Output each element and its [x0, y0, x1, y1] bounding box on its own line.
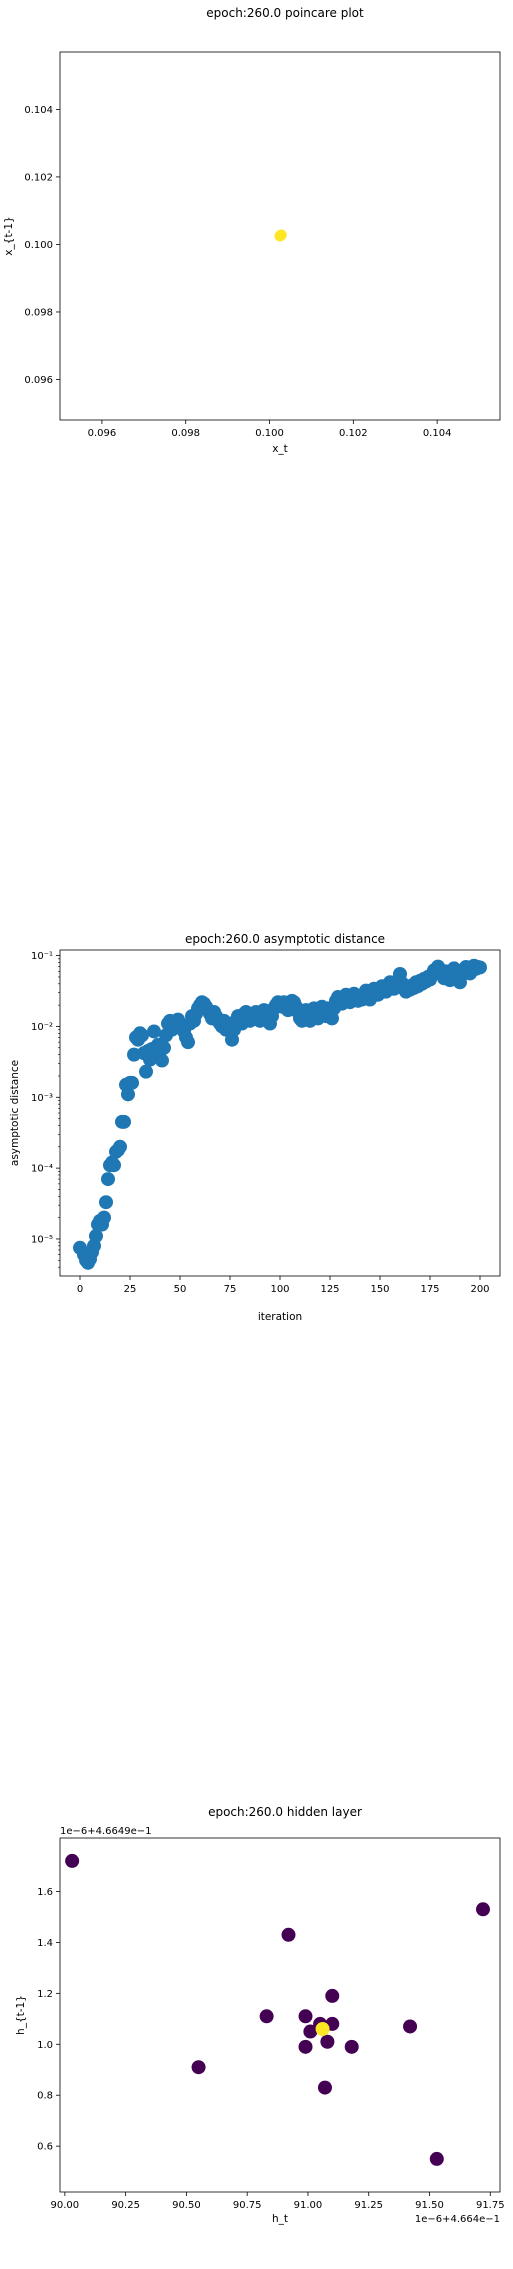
- x-tick-label: 91.00: [294, 2200, 323, 2211]
- poincare-plot: epoch:260.0 poincare plot 0.096 0.098 0.10…: [3, 6, 501, 455]
- y-tick-label: 0.100: [24, 240, 53, 251]
- x-axis-label: x_t: [272, 443, 288, 455]
- data-point: [403, 2019, 418, 2034]
- y-axis-label: asymptotic distance: [9, 1060, 21, 1166]
- x-tick-label: 0.096: [88, 428, 117, 439]
- plot-frame: [59, 1837, 501, 2193]
- y-tick-label: 1.4: [37, 1938, 53, 1949]
- x-tick-label: 200: [470, 1284, 489, 1295]
- chart-title: epoch:260.0 asymptotic distance: [185, 932, 385, 946]
- y-tick-label: 0.104: [24, 105, 53, 116]
- data-point: [315, 2022, 330, 2037]
- data-point: [121, 1087, 135, 1102]
- x-offset-text: 1e−6+4.664e−1: [415, 2214, 500, 2225]
- data-point: [155, 1053, 169, 1068]
- x-tick-label: 125: [320, 1284, 339, 1295]
- x-tick-label: 75: [224, 1284, 237, 1295]
- x-tick-label: 90.75: [233, 2200, 262, 2211]
- y-offset-text: 1e−6+4.6649e−1: [60, 1826, 152, 1837]
- plot-area: 0.096 0.098 0.100 0.102 0.104 0.096 0.098 0.100…: [3, 51, 501, 455]
- x-tick-label: 50: [174, 1284, 187, 1295]
- y-tick-label: 0.8: [37, 2091, 53, 2102]
- data-point: [97, 1210, 111, 1225]
- data-point: [303, 2024, 318, 2039]
- x-tick-label: 175: [420, 1284, 439, 1295]
- x-tick-label: 90.50: [172, 2200, 201, 2211]
- x-tick-label: 100: [270, 1284, 289, 1295]
- data-point: [135, 1028, 149, 1043]
- y-tick-label: 10⁻¹: [31, 951, 53, 962]
- plot-frame: [59, 51, 501, 421]
- data-point: [107, 1158, 121, 1173]
- y-tick-label: 1.6: [37, 1887, 53, 1898]
- x-tick-label: 0.104: [423, 428, 452, 439]
- data-point: [157, 1040, 171, 1055]
- data-point: [429, 2151, 444, 2166]
- y-tick-label: 0.102: [24, 172, 53, 183]
- data-point: [65, 1853, 80, 1868]
- data-point: [147, 1024, 161, 1039]
- chart-title: epoch:260.0 hidden layer: [208, 1805, 362, 1819]
- data-point: [281, 1927, 296, 1942]
- plot-area: 90.00 90.25 90.50 90.75 91.00 91.25 91.50 91.75…: [15, 1826, 505, 2225]
- y-tick-label: 0.096: [24, 375, 53, 386]
- x-axis-label: iteration: [258, 1311, 302, 1323]
- y-tick-label: 10⁻³: [31, 1093, 53, 1104]
- x-tick-label: 150: [370, 1284, 389, 1295]
- asymptotic-distance-plot: epoch:260.0 asymptotic distance 0 25 50 75 1…: [9, 932, 501, 1323]
- data-point: [117, 1114, 131, 1129]
- y-tick-label: 10⁻⁴: [31, 1164, 53, 1175]
- data-point: [101, 1172, 115, 1187]
- y-tick-label: 0.6: [37, 2142, 53, 2153]
- x-tick-label: 0.100: [255, 428, 284, 439]
- x-tick-label: 91.25: [354, 2200, 383, 2211]
- x-tick-label: 0: [77, 1284, 83, 1295]
- data-point: [317, 2080, 332, 2095]
- y-tick-label: 10⁻⁵: [31, 1234, 53, 1245]
- x-tick-label: 90.25: [111, 2200, 140, 2211]
- data-point: [191, 2060, 206, 2075]
- y-axis-label: h_{t-1}: [15, 1995, 27, 2035]
- y-tick-label: 1.0: [37, 2040, 53, 2051]
- x-axis-label: h_t: [272, 2213, 288, 2225]
- x-tick-label: 91.50: [415, 2200, 444, 2211]
- x-tick-label: 0.098: [171, 428, 200, 439]
- data-point: [473, 960, 487, 975]
- data-point: [275, 229, 287, 241]
- y-tick-label: 10⁻²: [31, 1022, 53, 1033]
- data-point: [475, 1902, 490, 1917]
- plot-area: 0 25 50 75 100 125 150 175 200 10⁻⁵ 10⁻⁴ 10⁻³ 10⁻² 10…: [9, 949, 501, 1323]
- y-axis-label: x_{t-1}: [3, 216, 15, 255]
- x-tick-label: 0.102: [339, 428, 368, 439]
- y-tick-label: 0.098: [24, 307, 53, 318]
- y-tick-label: 1.2: [37, 1989, 53, 2000]
- data-point: [125, 1075, 139, 1090]
- data-point: [181, 1035, 195, 1050]
- data-point: [89, 1229, 103, 1244]
- data-point: [113, 1139, 127, 1154]
- chart-title: epoch:260.0 poincare plot: [206, 6, 364, 20]
- data-point: [259, 2009, 274, 2024]
- data-point: [99, 1195, 113, 1210]
- x-tick-label: 91.75: [476, 2200, 505, 2211]
- data-point: [298, 2039, 313, 2054]
- data-point: [139, 1064, 153, 1079]
- data-point: [320, 2034, 335, 2049]
- data-point: [325, 1988, 340, 2003]
- data-point: [344, 2039, 359, 2054]
- x-tick-label: 25: [124, 1284, 137, 1295]
- hidden-layer-plot: epoch:260.0 hidden layer 90.00 90.25 90.50…: [15, 1805, 505, 2225]
- data-point: [298, 2009, 313, 2024]
- x-tick-label: 90.00: [51, 2200, 80, 2211]
